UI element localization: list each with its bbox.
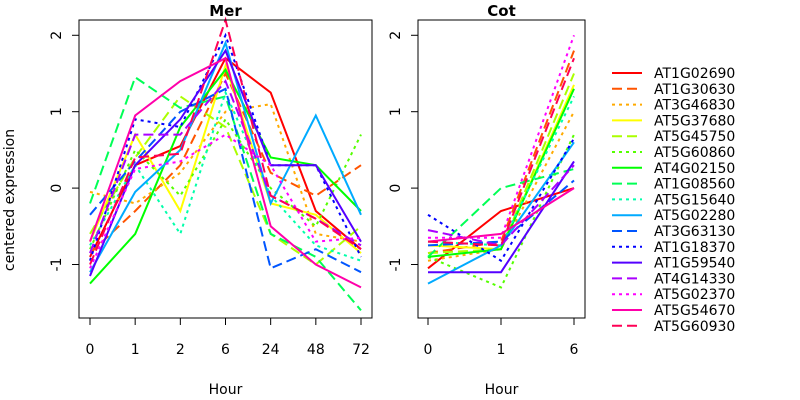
y-tick-label: 1 [49,107,65,116]
x-axis-label: Hour [209,382,243,398]
series-line-AT3G46830 [89,102,362,243]
series-line-AT5G02370 [428,34,575,239]
series-line-AT5G02280 [89,39,362,273]
series-line-AT3G46830 [427,111,575,262]
x-axis-label: Hour [485,382,519,398]
x-tick-label: 72 [352,342,370,358]
series-line-AT3G63130 [427,179,575,247]
series-line-AT1G30630 [427,50,575,255]
y-tick-label: 0 [49,184,65,193]
series-line-AT1G59540 [428,160,575,274]
x-tick-label: 6 [570,342,579,358]
x-tick-label: 0 [86,342,95,358]
series-line-AT5G15640 [427,95,575,247]
series-line-AT1G18370 [427,137,575,263]
legend-label: AT1G18370 [654,240,735,256]
legend-item: AT5G45750 [612,129,735,145]
x-tick-label: 0 [424,342,433,358]
series-line-AT1G59540 [89,48,362,277]
panel-1: Cot 0 1 6 -1 0 1 2 Hour [388,2,586,398]
series-line-AT5G54670 [89,56,362,289]
legend-label: AT3G46830 [654,98,735,114]
legend-label: AT4G02150 [654,161,735,177]
series-line-AT5G60860 [427,134,575,289]
series-line-AT5G60930 [427,57,575,247]
y-tick-label: 0 [388,184,404,193]
x-tick-label: 24 [262,342,280,358]
legend-item: AT5G60860 [612,145,735,161]
series-line-AT4G02150 [427,88,575,258]
series-line-AT5G02370 [89,133,362,269]
legend-label: AT5G02370 [654,287,735,303]
legend-item: AT5G37680 [612,113,735,129]
series-line-AT4G14330 [89,79,362,254]
legend-item: AT5G15640 [612,192,735,208]
legend-item: AT5G02370 [612,287,735,303]
series-line-AT1G30630 [89,71,362,254]
legend-item: AT3G46830 [612,98,735,114]
series-line-AT4G14330 [427,164,575,247]
legend-label: AT4G14330 [654,271,735,287]
panel-0: Mer 0 1 2 6 24 48 72 -1 0 1 2 Hour [49,2,373,398]
series-line-AT3G63130 [89,87,362,274]
x-tick-label: 2 [176,342,185,358]
legend-item: AT4G02150 [612,161,735,177]
series-line-AT5G45750 [427,73,575,255]
legend: AT1G02690AT1G30630AT3G46830AT5G37680AT5G… [612,66,735,335]
y-tick-label: 1 [388,107,404,116]
legend-item: AT1G02690 [612,66,735,82]
legend-label: AT1G59540 [654,256,735,272]
legend-item: AT4G14330 [612,271,735,287]
series-line-AT5G45750 [89,95,362,266]
legend-label: AT1G02690 [654,66,735,82]
plot-frame [417,19,586,319]
legend-item: AT1G18370 [612,240,735,256]
legend-label: AT1G08560 [654,177,735,193]
y-tick-label: 2 [49,31,65,40]
legend-label: AT5G15640 [654,192,735,208]
legend-label: AT5G60860 [654,145,735,161]
x-tick-label: 48 [307,342,325,358]
y-tick-label: 2 [388,31,404,40]
legend-item: AT5G60930 [612,319,735,335]
legend-item: AT3G63130 [612,224,735,240]
series-line-AT5G60930 [89,16,362,265]
y-tick-label: -1 [388,258,404,272]
x-tick-label: 6 [221,342,230,358]
legend-item: AT1G59540 [612,256,735,272]
panel-title: Mer [209,2,242,20]
panel-title: Cot [487,2,515,20]
series-line-AT1G18370 [89,32,362,262]
legend-item: AT5G02280 [612,208,735,224]
legend-item: AT1G08560 [612,177,735,193]
series-line-AT5G60860 [89,117,362,250]
legend-label: AT5G37680 [654,113,735,129]
y-axis-label: centered expression [2,129,18,271]
legend-item: AT5G54670 [612,303,735,319]
legend-item: AT1G30630 [612,82,735,98]
legend-label: AT5G54670 [654,303,735,319]
series-line-AT5G54670 [427,187,575,243]
legend-label: AT3G63130 [654,224,735,240]
series-line-AT5G02280 [427,141,575,285]
y-tick-label: -1 [49,258,65,272]
legend-label: AT5G02280 [654,208,735,224]
x-tick-label: 1 [131,342,140,358]
legend-label: AT5G45750 [654,129,735,145]
x-tick-label: 1 [497,342,506,358]
legend-label: AT1G30630 [654,82,735,98]
panels: Mer 0 1 2 6 24 48 72 -1 0 1 2 Hour Cot 0 1 6 -1 0 1 2 Hour [49,2,586,398]
legend-label: AT5G60930 [654,319,735,335]
